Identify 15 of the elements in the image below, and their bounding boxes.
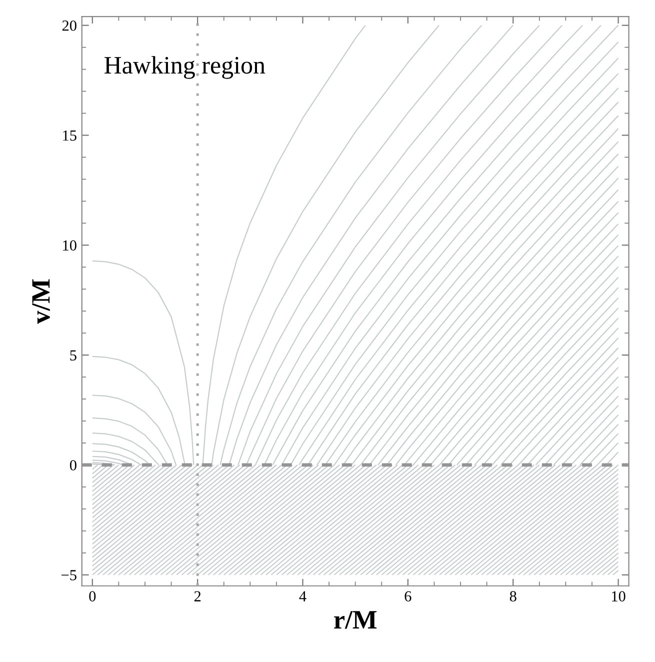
x-tick-label: 8: [510, 591, 516, 602]
x-axis-title: r/M: [334, 611, 377, 629]
x-tick-label: 10: [612, 591, 626, 602]
y-tick-label: 0: [70, 460, 76, 470]
x-tick-label: 0: [89, 591, 96, 602]
x-tick-label: 6: [404, 591, 412, 602]
x-tick-label: 2: [194, 591, 201, 602]
y-tick-label: 15: [63, 130, 76, 141]
x-tick-label: 4: [299, 591, 306, 602]
y-tick-label: 5: [70, 350, 76, 361]
y-tick-label: 10: [63, 240, 76, 251]
y-axis-title: v/M: [32, 279, 50, 324]
y-tick-label: −5: [62, 570, 76, 580]
y-tick-label: 20: [62, 20, 76, 31]
annotation: Hawking region: [104, 56, 266, 79]
